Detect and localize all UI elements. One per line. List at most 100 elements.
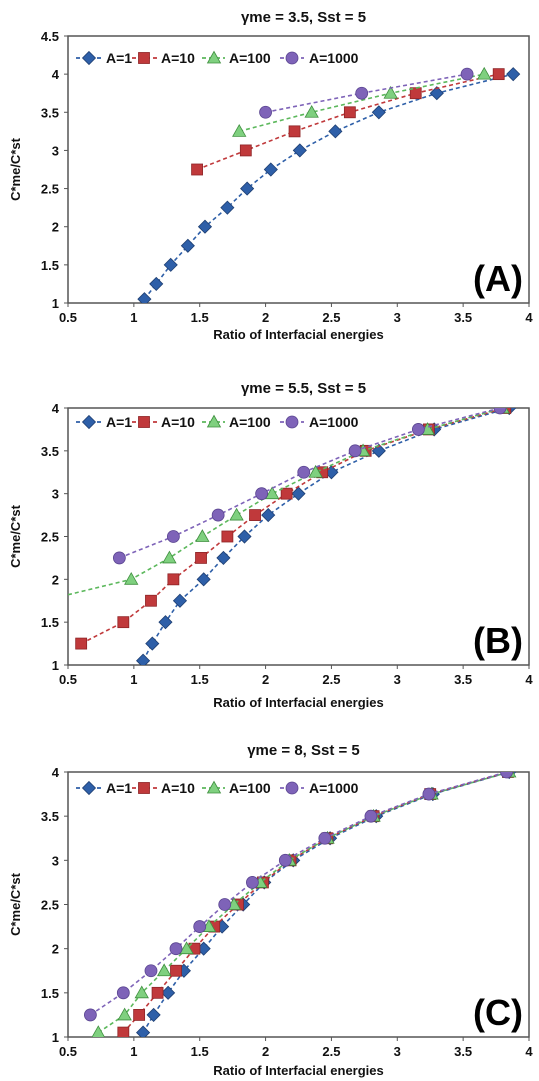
x-tick-label: 2.5	[322, 310, 340, 325]
data-point	[145, 636, 160, 651]
data-point	[304, 104, 319, 118]
y-tick-label: 4	[52, 67, 60, 82]
data-point	[500, 772, 514, 779]
data-point	[193, 920, 207, 933]
plot-frame	[67, 35, 530, 304]
data-point	[292, 143, 307, 158]
data-point	[156, 963, 172, 977]
y-tick-label: 1.5	[41, 615, 59, 630]
x-tick-label: 2.5	[322, 672, 340, 687]
series-line	[89, 772, 507, 1016]
x-tick-label: 4	[525, 1044, 533, 1059]
legend: A=1 A=10 A=100 A=1000	[76, 50, 359, 66]
x-tick-label: 3.5	[454, 310, 472, 325]
data-point	[506, 67, 521, 82]
data-point	[163, 257, 178, 272]
series-a-10	[191, 68, 505, 176]
series-line	[119, 408, 501, 559]
data-point	[211, 508, 225, 522]
data-point	[191, 163, 203, 176]
data-point	[117, 1026, 130, 1037]
data-point	[112, 551, 126, 565]
legend-marker	[285, 781, 299, 795]
y-tick-label: 2.5	[41, 898, 59, 913]
data-point	[91, 1025, 105, 1037]
data-point	[162, 550, 177, 564]
x-tick-label: 1.5	[191, 672, 209, 687]
data-point	[364, 809, 378, 823]
data-point	[220, 200, 235, 215]
legend-label: A=10	[161, 780, 195, 796]
data-point	[240, 181, 255, 196]
data-point	[328, 124, 343, 139]
y-tick-label: 2	[52, 572, 59, 587]
x-tick-label: 2	[262, 310, 269, 325]
data-point	[149, 276, 164, 291]
y-tick-label: 1.5	[41, 986, 59, 1001]
chart-title: γme = 5.5, Sst = 5	[241, 380, 366, 397]
x-tick-label: 2	[262, 1044, 269, 1059]
legend-label: A=1	[106, 50, 132, 66]
data-point	[249, 509, 261, 521]
series-line	[196, 73, 499, 171]
y-tick-label: 2	[52, 942, 59, 957]
data-point	[170, 964, 182, 977]
data-point	[371, 105, 386, 120]
data-point	[318, 831, 332, 845]
data-point	[237, 529, 252, 544]
panel-label: (C)	[473, 992, 523, 1033]
x-tick-label: 2.5	[322, 1044, 340, 1059]
data-point	[308, 464, 323, 478]
x-tick-label: 3.5	[454, 672, 472, 687]
series-a-1	[137, 67, 521, 303]
data-point	[264, 486, 280, 500]
legend-marker	[81, 414, 97, 430]
y-tick-label: 4	[52, 765, 60, 780]
series-a-10	[75, 408, 512, 650]
panel-label: (A)	[473, 258, 523, 299]
plot-area	[137, 66, 521, 303]
series-a-1	[136, 772, 517, 1037]
y-tick-label: 4.5	[41, 29, 59, 44]
data-point	[167, 573, 180, 586]
data-point	[117, 616, 130, 629]
y-tick-label: 3	[52, 853, 59, 868]
legend-marker	[206, 414, 222, 428]
data-point	[493, 408, 507, 415]
data-point	[124, 572, 139, 585]
y-tick-label: 3.5	[41, 444, 59, 459]
data-point	[195, 552, 207, 564]
data-point	[355, 86, 369, 100]
data-point	[492, 68, 505, 81]
x-tick-label: 4	[525, 310, 533, 325]
data-point	[297, 465, 311, 479]
series-a-1000	[83, 772, 514, 1022]
data-point	[195, 529, 210, 542]
data-point	[288, 125, 301, 138]
y-tick-label: 1	[52, 658, 59, 673]
legend-label: A=1	[106, 780, 132, 796]
y-tick-label: 3	[52, 143, 59, 158]
data-point	[136, 1025, 151, 1037]
series-a-100	[232, 66, 492, 137]
data-point	[259, 105, 272, 119]
data-point	[197, 219, 213, 234]
x-tick-label: 0.5	[59, 1044, 77, 1059]
data-point	[161, 985, 176, 1000]
series-line	[239, 73, 485, 133]
x-axis-label: Ratio of Interfacial energies	[213, 695, 384, 710]
data-point	[172, 593, 188, 608]
data-point	[422, 787, 436, 801]
data-point	[158, 615, 173, 630]
legend-label: A=100	[229, 414, 271, 430]
x-tick-label: 1.5	[191, 310, 209, 325]
legend-marker	[285, 415, 299, 429]
legend-marker	[285, 51, 299, 65]
data-point	[278, 853, 292, 867]
x-tick-label: 2	[262, 672, 269, 687]
data-point	[137, 292, 152, 303]
series-a-1000	[112, 408, 507, 565]
chart-panel-c: γme = 8, Sst = 50.5 1 1.5 2 2.5 3 3.5 411.522.5…	[8, 742, 533, 1078]
y-tick-label: 2	[52, 220, 59, 235]
y-tick-label: 3.5	[41, 809, 59, 824]
